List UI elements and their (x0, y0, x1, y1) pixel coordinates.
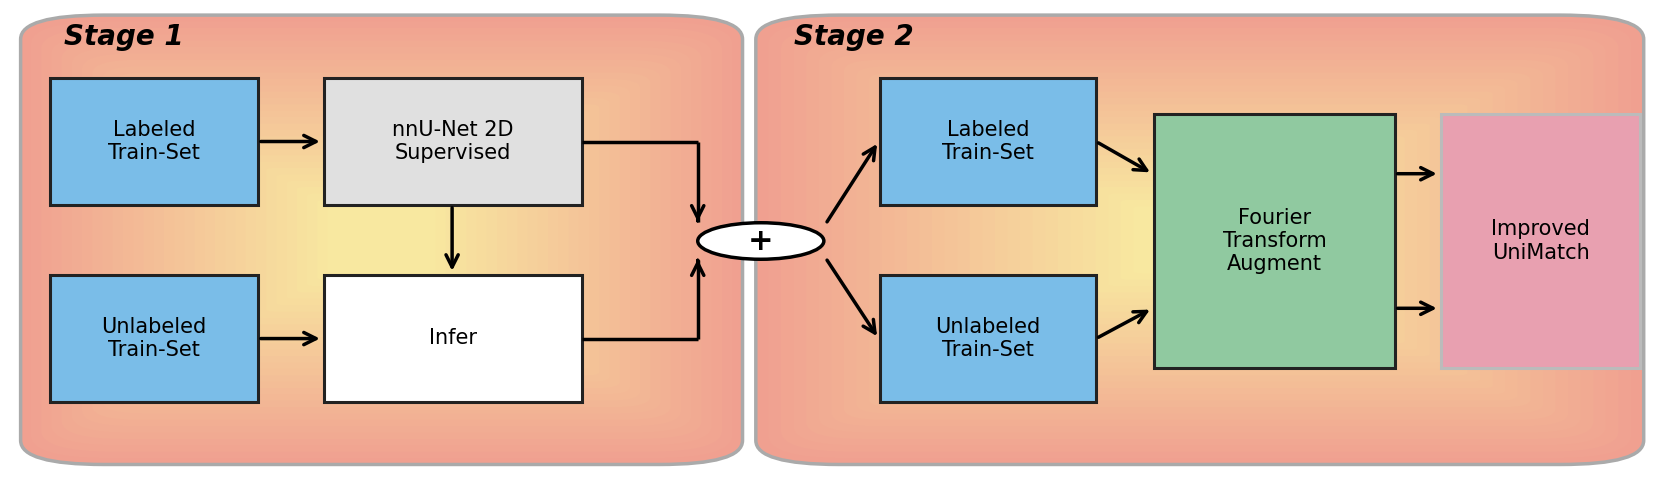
FancyBboxPatch shape (932, 104, 1468, 375)
Text: Stage 2: Stage 2 (794, 23, 914, 51)
FancyBboxPatch shape (880, 275, 1096, 402)
FancyBboxPatch shape (51, 34, 713, 445)
FancyBboxPatch shape (143, 92, 620, 388)
FancyBboxPatch shape (214, 136, 548, 344)
FancyBboxPatch shape (756, 15, 1644, 465)
FancyBboxPatch shape (103, 66, 661, 414)
FancyBboxPatch shape (297, 187, 467, 293)
FancyBboxPatch shape (894, 85, 1505, 394)
Text: Fourier
Transform
Augment: Fourier Transform Augment (1222, 208, 1327, 274)
FancyBboxPatch shape (184, 117, 580, 362)
FancyBboxPatch shape (1033, 155, 1367, 324)
FancyBboxPatch shape (844, 60, 1556, 420)
FancyBboxPatch shape (1020, 149, 1380, 331)
Text: Improved
UniMatch: Improved UniMatch (1492, 219, 1590, 263)
FancyBboxPatch shape (819, 47, 1581, 433)
Text: Infer: Infer (429, 328, 477, 348)
Text: Unlabeled
Train-Set: Unlabeled Train-Set (935, 317, 1041, 360)
FancyBboxPatch shape (164, 104, 600, 375)
FancyBboxPatch shape (907, 92, 1493, 388)
FancyBboxPatch shape (1154, 114, 1395, 368)
FancyBboxPatch shape (317, 200, 445, 280)
FancyBboxPatch shape (995, 136, 1405, 344)
FancyBboxPatch shape (226, 143, 538, 337)
FancyBboxPatch shape (781, 28, 1618, 452)
FancyBboxPatch shape (794, 34, 1606, 445)
FancyBboxPatch shape (153, 98, 610, 382)
FancyBboxPatch shape (1070, 174, 1329, 305)
Text: nnU-Net 2D
Supervised: nnU-Net 2D Supervised (392, 120, 513, 163)
FancyBboxPatch shape (286, 181, 477, 299)
FancyBboxPatch shape (324, 78, 581, 205)
FancyBboxPatch shape (327, 206, 435, 273)
FancyBboxPatch shape (1442, 114, 1641, 368)
FancyBboxPatch shape (123, 79, 639, 401)
FancyBboxPatch shape (81, 54, 681, 426)
FancyBboxPatch shape (307, 193, 457, 286)
FancyBboxPatch shape (194, 123, 568, 356)
Circle shape (698, 223, 824, 259)
FancyBboxPatch shape (246, 155, 518, 324)
FancyBboxPatch shape (982, 130, 1417, 350)
FancyBboxPatch shape (869, 72, 1530, 407)
FancyBboxPatch shape (806, 40, 1593, 439)
FancyBboxPatch shape (276, 174, 487, 305)
FancyBboxPatch shape (20, 15, 742, 465)
FancyBboxPatch shape (174, 110, 590, 369)
FancyBboxPatch shape (1108, 193, 1292, 286)
Text: Labeled
Train-Set: Labeled Train-Set (108, 120, 199, 163)
FancyBboxPatch shape (133, 85, 630, 394)
FancyBboxPatch shape (957, 117, 1442, 362)
FancyBboxPatch shape (93, 60, 671, 420)
FancyBboxPatch shape (256, 161, 507, 318)
FancyBboxPatch shape (50, 275, 257, 402)
FancyBboxPatch shape (204, 130, 558, 350)
FancyBboxPatch shape (42, 28, 723, 452)
FancyBboxPatch shape (1007, 143, 1392, 337)
FancyBboxPatch shape (32, 22, 733, 458)
FancyBboxPatch shape (1058, 168, 1342, 312)
FancyBboxPatch shape (236, 149, 528, 331)
FancyBboxPatch shape (1045, 161, 1354, 318)
Text: Labeled
Train-Set: Labeled Train-Set (942, 120, 1035, 163)
Text: +: + (747, 227, 774, 255)
FancyBboxPatch shape (1096, 187, 1304, 293)
FancyBboxPatch shape (769, 22, 1631, 458)
FancyBboxPatch shape (61, 40, 701, 439)
FancyBboxPatch shape (266, 168, 497, 312)
FancyBboxPatch shape (857, 66, 1543, 414)
Text: Unlabeled
Train-Set: Unlabeled Train-Set (101, 317, 208, 360)
FancyBboxPatch shape (113, 72, 651, 407)
FancyBboxPatch shape (945, 110, 1455, 369)
FancyBboxPatch shape (830, 54, 1568, 426)
FancyBboxPatch shape (1083, 181, 1317, 299)
FancyBboxPatch shape (1121, 200, 1279, 280)
FancyBboxPatch shape (50, 78, 257, 205)
FancyBboxPatch shape (919, 98, 1480, 382)
FancyBboxPatch shape (71, 47, 691, 433)
Text: Stage 1: Stage 1 (63, 23, 183, 51)
FancyBboxPatch shape (1133, 206, 1266, 273)
FancyBboxPatch shape (880, 78, 1096, 205)
FancyBboxPatch shape (970, 123, 1430, 356)
FancyBboxPatch shape (882, 79, 1518, 401)
FancyBboxPatch shape (324, 275, 581, 402)
